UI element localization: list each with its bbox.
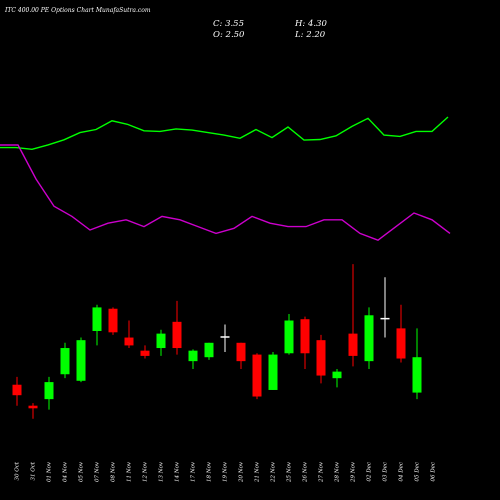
- candle: [12, 376, 22, 406]
- x-tick-label: 27 Nov: [319, 461, 325, 483]
- candle-body: [44, 382, 54, 400]
- candle: [188, 349, 198, 369]
- x-tick-label: 01 Nov: [47, 461, 53, 482]
- candle: [108, 307, 118, 335]
- candle: [204, 342, 214, 360]
- candle-body: [220, 336, 230, 338]
- candle: [124, 320, 134, 349]
- candle-body: [412, 357, 422, 393]
- candles: [12, 264, 422, 419]
- x-axis-labels: 30 Oct 31 Oct 01 Nov 04 Nov 05 Nov 07 Nov 08 N…: [15, 461, 437, 483]
- candle: [396, 304, 406, 363]
- x-tick-label: 05 Nov: [79, 461, 85, 482]
- chart-header: ITC 400.00 PE Options Chart MunafaSutra.…: [0, 0, 500, 50]
- x-tick-label: 04 Dec: [399, 462, 405, 482]
- x-tick-label: 13 Nov: [159, 461, 165, 482]
- x-tick-label: 11 Nov: [127, 461, 133, 482]
- x-tick-label: 06 Dec: [431, 462, 437, 482]
- candle: [364, 307, 374, 369]
- x-tick-label: 19 Nov: [223, 461, 229, 482]
- candle: [172, 300, 182, 355]
- candle: [140, 345, 150, 359]
- candle: [268, 351, 278, 390]
- candle-body: [172, 321, 182, 349]
- candle-body: [332, 371, 342, 379]
- candle-body: [348, 333, 358, 356]
- low-value: L: 2.20: [295, 30, 326, 40]
- x-tick-label: 08 Nov: [111, 461, 117, 482]
- candle-body: [12, 384, 22, 396]
- green-indicator-line: [0, 116, 449, 151]
- candle: [348, 264, 358, 367]
- x-tick-label: 20 Nov: [239, 461, 245, 483]
- candle-body: [396, 328, 406, 359]
- x-tick-label: 22 Nov: [271, 461, 277, 483]
- x-tick-label: 28 Nov: [335, 461, 341, 483]
- x-tick-label: 29 Nov: [351, 461, 357, 483]
- open-value: O: 2.50: [213, 30, 245, 40]
- candle-body: [364, 315, 374, 362]
- x-tick-label: 17 Nov: [191, 461, 197, 482]
- candle: [220, 324, 230, 352]
- candle-body: [28, 405, 38, 409]
- candle: [284, 313, 294, 355]
- x-tick-label: 30 Oct: [15, 461, 21, 480]
- x-tick-label: 03 Dec: [383, 462, 389, 482]
- x-tick-label: 25 Nov: [287, 461, 293, 483]
- x-tick-label: 26 Nov: [303, 461, 309, 483]
- x-tick-label: 14 Nov: [175, 461, 181, 482]
- x-tick-label: 05 Dec: [415, 462, 421, 482]
- candle: [60, 342, 70, 379]
- x-tick-label: 07 Nov: [95, 461, 101, 482]
- candle: [252, 353, 262, 400]
- x-tick-label: 04 Nov: [63, 461, 69, 482]
- candle: [76, 337, 86, 383]
- x-tick-label: 18 Nov: [207, 461, 213, 482]
- candle-body: [300, 319, 310, 354]
- candle-body: [92, 307, 102, 331]
- close-value: C: 3.55: [213, 19, 244, 29]
- candle-body: [204, 342, 214, 358]
- candle: [332, 369, 342, 388]
- magenta-indicator-line: [0, 144, 451, 241]
- indicator-lines: [0, 116, 451, 241]
- candle-body: [252, 354, 262, 397]
- candle: [412, 328, 422, 400]
- candle-body: [268, 354, 278, 390]
- candle: [28, 403, 38, 419]
- candle-body: [316, 340, 326, 376]
- candle-body: [124, 337, 134, 346]
- candle-body: [188, 350, 198, 362]
- candle-body: [380, 317, 390, 320]
- candle-body: [140, 350, 150, 356]
- candle-body: [156, 333, 166, 349]
- candle: [300, 316, 310, 369]
- candle-body: [284, 320, 294, 354]
- x-tick-label: 31 Oct: [31, 461, 37, 480]
- candle: [156, 329, 166, 356]
- candle-body: [76, 340, 86, 381]
- high-value: H: 4.30: [295, 19, 327, 29]
- x-tick-label: 21 Nov: [255, 461, 261, 483]
- candle: [236, 342, 246, 369]
- candle: [92, 304, 102, 346]
- x-tick-label: 12 Nov: [143, 461, 149, 482]
- candle-body: [236, 342, 246, 362]
- candle: [316, 334, 326, 384]
- candle: [380, 277, 390, 338]
- x-tick-label: 02 Dec: [367, 462, 373, 482]
- chart-title: ITC 400.00 PE Options Chart MunafaSutra.…: [5, 7, 151, 14]
- candle: [44, 376, 54, 410]
- candle-body: [60, 348, 70, 375]
- candle-body: [108, 308, 118, 333]
